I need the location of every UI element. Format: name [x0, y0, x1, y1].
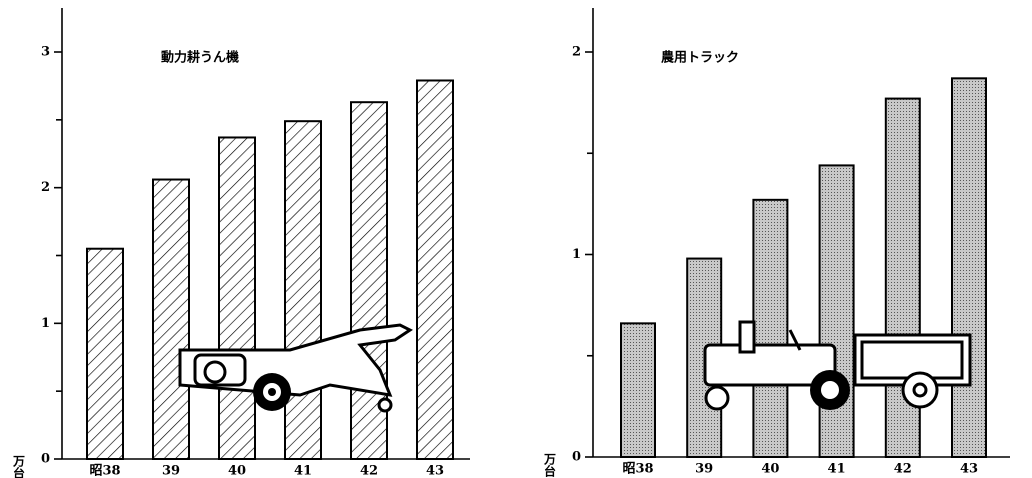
y-tick-label: 1	[41, 316, 50, 331]
cultivator-illustration	[178, 323, 413, 413]
y-axis-label: 万台	[543, 453, 557, 478]
y-tick-label: 2	[41, 180, 50, 195]
y-tick-label: 3	[41, 45, 50, 60]
x-tick-label: 43	[426, 464, 444, 478]
y-tick-label: 0	[41, 452, 50, 467]
bar	[86, 247, 124, 460]
truck-illustration	[703, 320, 972, 411]
x-tick-label: 40	[761, 462, 779, 477]
bar	[818, 164, 855, 458]
chart-title: 動力耕うん機	[161, 50, 239, 66]
y-tick-label: 1	[572, 247, 581, 262]
x-tick-label: 39	[162, 464, 180, 478]
y-tick-label: 0	[572, 450, 581, 465]
chart-title: 農用トラック	[661, 50, 739, 66]
x-tick-label: 40	[228, 464, 246, 478]
x-tick-label: 昭38	[622, 462, 653, 477]
x-tick-label: 41	[828, 462, 846, 477]
bar	[620, 322, 656, 458]
y-axis-label: 万台	[12, 455, 26, 478]
y-tick-label: 2	[572, 45, 581, 60]
bar	[416, 79, 454, 461]
x-tick-label: 42	[894, 462, 912, 477]
bars-layer	[86, 77, 987, 461]
bar	[951, 77, 987, 458]
x-tick-label: 41	[294, 464, 312, 478]
bar	[152, 178, 190, 460]
x-tick-label: 42	[360, 464, 378, 478]
x-tick-label: 39	[695, 462, 713, 477]
x-tick-label: 昭38	[89, 464, 120, 478]
bar	[752, 198, 789, 458]
bar	[350, 101, 388, 461]
x-tick-label: 43	[960, 462, 978, 477]
bar	[218, 136, 256, 460]
bar	[284, 120, 322, 460]
